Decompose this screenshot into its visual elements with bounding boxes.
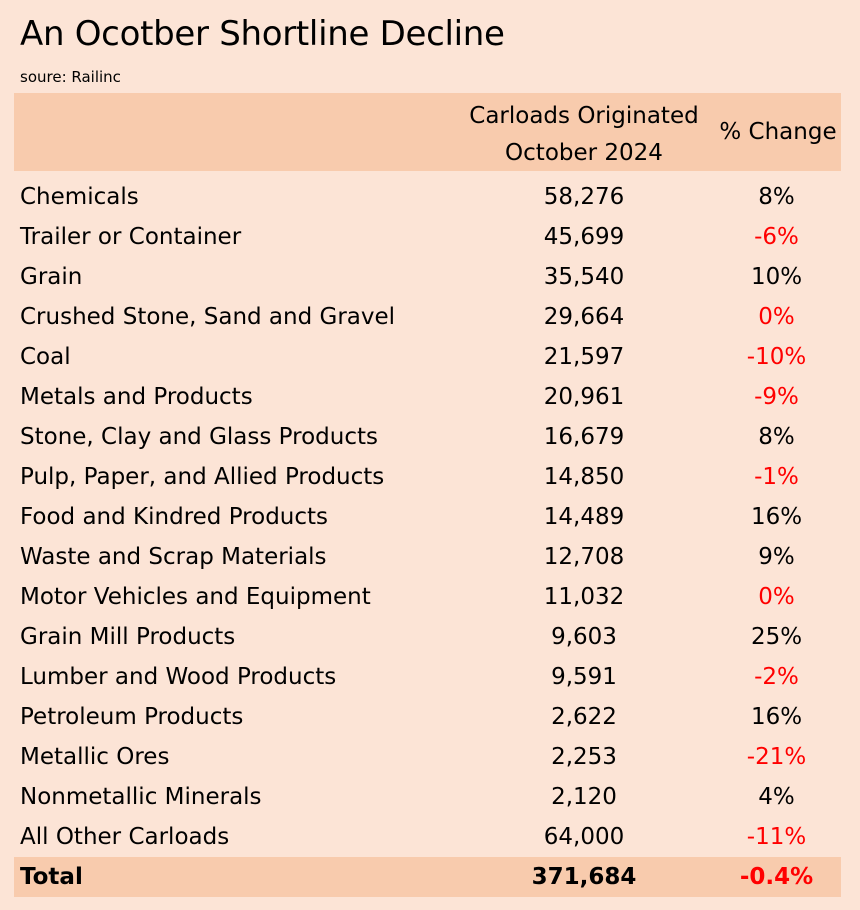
row-carloads: 14,489	[543, 504, 625, 530]
row-change: 9%	[758, 544, 795, 570]
row-change: -1%	[754, 464, 799, 490]
total-carloads: 371,684	[531, 864, 637, 890]
total-change: -0.4%	[739, 864, 814, 890]
row-category: Pulp, Paper, and Allied Products	[20, 464, 385, 490]
row-change: 8%	[758, 184, 795, 210]
table-row: Crushed Stone, Sand and Gravel 29,664 0%	[14, 297, 841, 337]
row-carloads: 9,603	[551, 624, 617, 650]
row-carloads: 45,699	[543, 224, 625, 250]
row-carloads: 16,679	[543, 424, 625, 450]
row-carloads: 12,708	[543, 544, 625, 570]
row-category: Stone, Clay and Glass Products	[20, 424, 378, 450]
row-change: -9%	[754, 384, 799, 410]
table-row: Nonmetallic Minerals 2,120 4%	[14, 777, 841, 817]
row-category: Metals and Products	[20, 384, 253, 410]
row-category: Coal	[20, 344, 71, 370]
row-carloads: 2,622	[551, 704, 617, 730]
row-change: -10%	[746, 344, 807, 370]
table-row: Pulp, Paper, and Allied Products 14,850 -1…	[14, 457, 841, 497]
row-category: Grain Mill Products	[20, 624, 236, 650]
row-carloads: 2,253	[551, 744, 617, 770]
row-category: All Other Carloads	[20, 824, 230, 850]
table-row: Stone, Clay and Glass Products 16,679 8%	[14, 417, 841, 457]
row-carloads: 29,664	[543, 304, 625, 330]
table-row: All Other Carloads 64,000 -11%	[14, 817, 841, 857]
row-change: -6%	[754, 224, 799, 250]
row-category: Food and Kindred Products	[20, 504, 329, 530]
row-change: 16%	[750, 704, 803, 730]
row-category: Chemicals	[20, 184, 139, 210]
row-category: Grain	[20, 264, 83, 290]
table-row: Lumber and Wood Products 9,591 -2%	[14, 657, 841, 697]
row-carloads: 14,850	[543, 464, 625, 490]
total-row: Total 371,684 -0.4%	[14, 857, 841, 897]
table-row: Waste and Scrap Materials 12,708 9%	[14, 537, 841, 577]
row-change: 25%	[750, 624, 803, 650]
row-category: Waste and Scrap Materials	[20, 544, 327, 570]
table-row: Food and Kindred Products 14,489 16%	[14, 497, 841, 537]
column-header-carloads-line1: Carloads Originated	[469, 103, 699, 129]
table-row: Metals and Products 20,961 -9%	[14, 377, 841, 417]
column-header-carloads: Carloads Originated October 2024	[434, 98, 734, 172]
page-title: An Ocotber Shortline Decline	[20, 14, 505, 54]
row-category: Lumber and Wood Products	[20, 664, 337, 690]
row-category: Motor Vehicles and Equipment	[20, 584, 371, 610]
row-change: 0%	[758, 304, 795, 330]
table-header: Carloads Originated October 2024 % Chang…	[14, 93, 841, 171]
row-carloads: 20,961	[543, 384, 625, 410]
row-change: 8%	[758, 424, 795, 450]
row-change: -11%	[746, 824, 807, 850]
row-carloads: 9,591	[551, 664, 617, 690]
table-row: Trailer or Container 45,699 -6%	[14, 217, 841, 257]
column-header-carloads-line2: October 2024	[505, 140, 663, 166]
row-change: -2%	[754, 664, 799, 690]
row-change: 10%	[750, 264, 803, 290]
row-carloads: 64,000	[543, 824, 625, 850]
row-carloads: 35,540	[543, 264, 625, 290]
total-label: Total	[20, 864, 83, 890]
table-row: Coal 21,597 -10%	[14, 337, 841, 377]
row-carloads: 11,032	[543, 584, 625, 610]
row-category: Nonmetallic Minerals	[20, 784, 262, 810]
row-category: Trailer or Container	[20, 224, 242, 250]
table-row: Grain 35,540 10%	[14, 257, 841, 297]
row-carloads: 58,276	[543, 184, 625, 210]
row-category: Petroleum Products	[20, 704, 244, 730]
table-row: Petroleum Products 2,622 16%	[14, 697, 841, 737]
column-header-change: % Change	[719, 119, 837, 145]
table-row: Motor Vehicles and Equipment 11,032 0%	[14, 577, 841, 617]
row-category: Metallic Ores	[20, 744, 170, 770]
row-change: 0%	[758, 584, 795, 610]
row-category: Crushed Stone, Sand and Gravel	[20, 304, 396, 330]
table-row: Metallic Ores 2,253 -21%	[14, 737, 841, 777]
table-row: Chemicals 58,276 8%	[14, 177, 841, 217]
source-note: soure: Railinc	[20, 68, 121, 86]
row-change: -21%	[746, 744, 807, 770]
row-carloads: 21,597	[543, 344, 625, 370]
row-carloads: 2,120	[551, 784, 617, 810]
row-change: 4%	[758, 784, 795, 810]
table-row: Grain Mill Products 9,603 25%	[14, 617, 841, 657]
row-change: 16%	[750, 504, 803, 530]
